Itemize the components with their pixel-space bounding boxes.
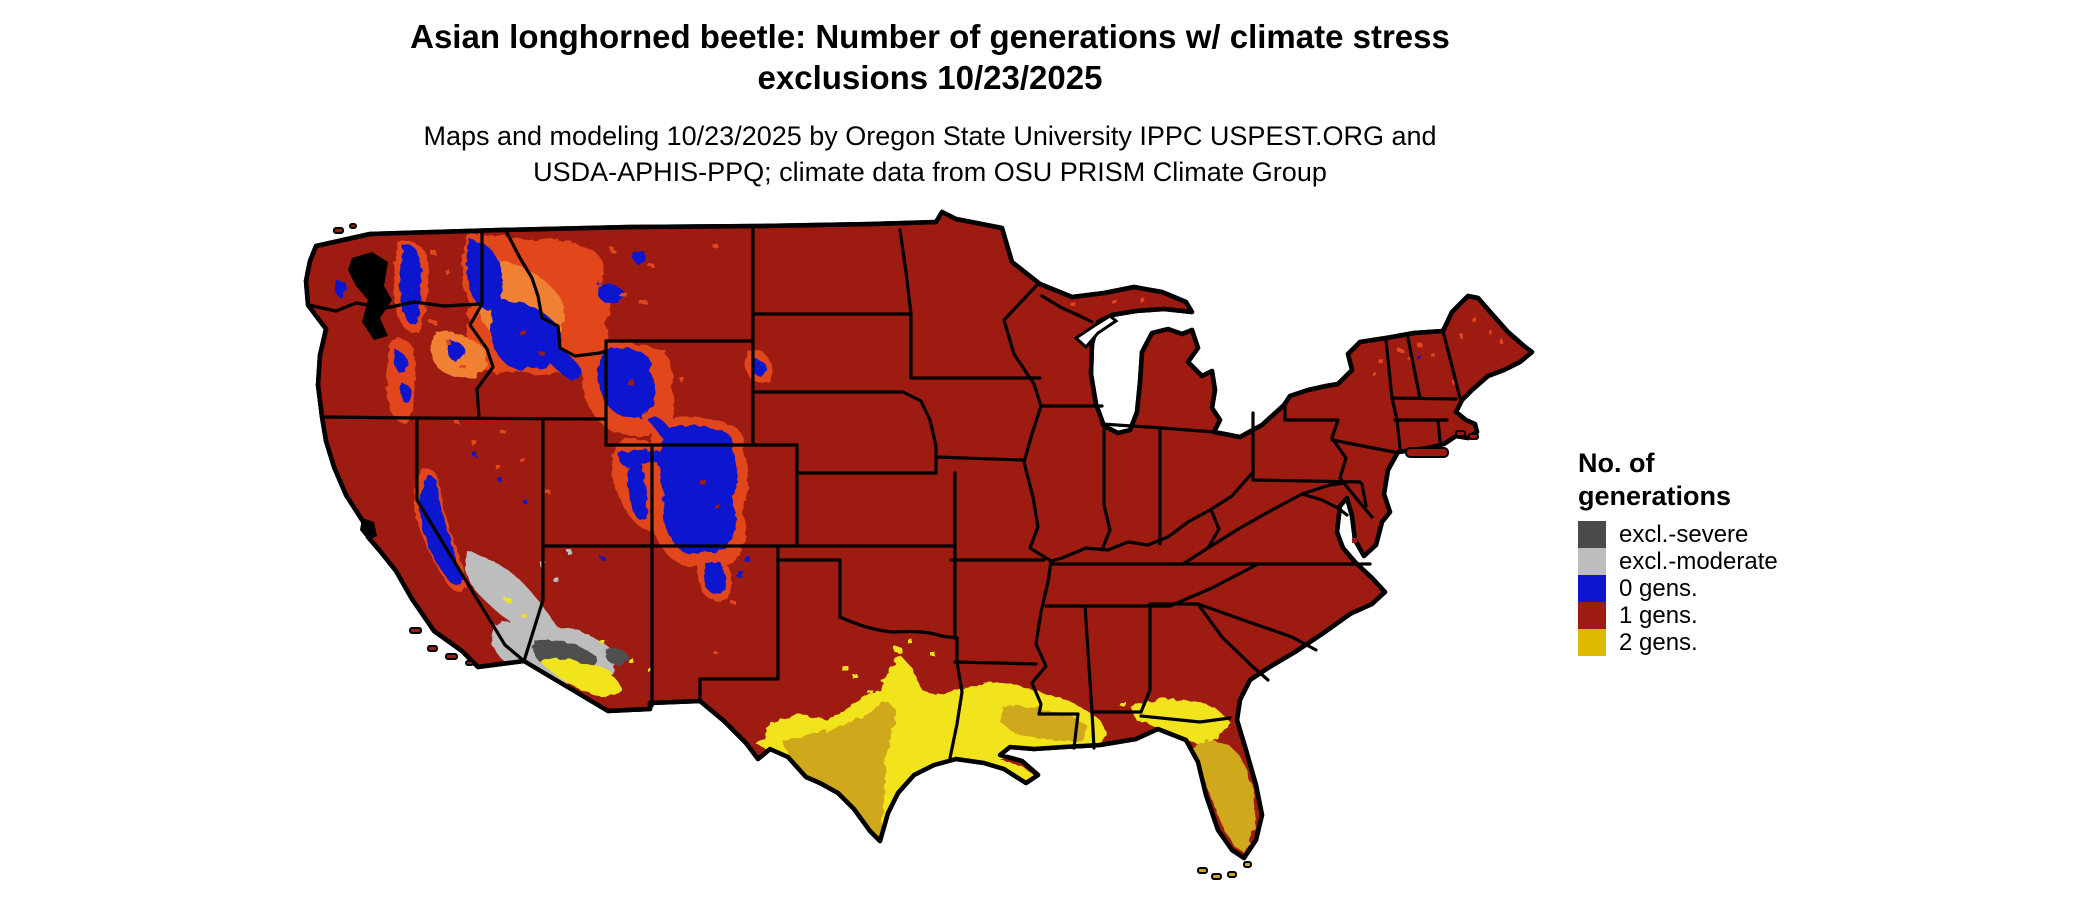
legend-title-line1: No. of (1578, 448, 1655, 478)
long-island (1405, 447, 1449, 458)
legend-title: No. of generations (1578, 447, 1838, 513)
legend-items: excl.-severe excl.-moderate 0 gens. 1 ge… (1578, 521, 1838, 656)
puget-sound (348, 252, 392, 340)
san-juan-islands (333, 227, 344, 234)
map-speckles (430, 240, 1504, 708)
map-title-line2: exclusions 10/23/2025 (757, 59, 1103, 96)
san-francisco-bay (360, 518, 377, 540)
water-details (348, 252, 1119, 540)
green-bay (1073, 314, 1119, 350)
map-raster-overlays (334, 234, 1504, 852)
map-title: Asian longhorned beetle: Number of gener… (0, 16, 1860, 98)
legend-swatch-1-gens (1578, 602, 1606, 629)
legend-swatch-excl-moderate (1578, 548, 1606, 575)
legend-swatch-excl-severe (1578, 521, 1606, 548)
legend-label: excl.-moderate (1619, 547, 1778, 575)
legend: No. of generations excl.-severe excl.-mo… (1578, 447, 1838, 656)
florida-keys (1197, 867, 1208, 874)
legend-item-1-gens: 1 gens. (1578, 602, 1838, 629)
map-subtitle-line2: USDA-APHIS-PPQ; climate data from OSU PR… (533, 157, 1327, 187)
islands (333, 223, 1479, 880)
legend-label: 1 gens. (1619, 601, 1698, 629)
map-title-line1: Asian longhorned beetle: Number of gener… (410, 18, 1450, 55)
legend-swatch-0-gens (1578, 575, 1606, 602)
legend-label: 0 gens. (1619, 574, 1698, 602)
legend-item-0-gens: 0 gens. (1578, 575, 1838, 602)
map-subtitle-line1: Maps and modeling 10/23/2025 by Oregon S… (423, 121, 1437, 151)
legend-label: excl.-severe (1619, 520, 1749, 548)
legend-item-2-gens: 2 gens. (1578, 629, 1838, 656)
channel-islands (409, 627, 422, 634)
legend-item-excl-severe: excl.-severe (1578, 521, 1838, 548)
legend-swatch-2-gens (1578, 629, 1606, 656)
map-subtitle: Maps and modeling 10/23/2025 by Oregon S… (0, 118, 1860, 190)
legend-label: 2 gens. (1619, 628, 1698, 656)
state-borders (306, 228, 1462, 760)
legend-item-excl-moderate: excl.-moderate (1578, 548, 1838, 575)
legend-title-line2: generations (1578, 481, 1732, 511)
